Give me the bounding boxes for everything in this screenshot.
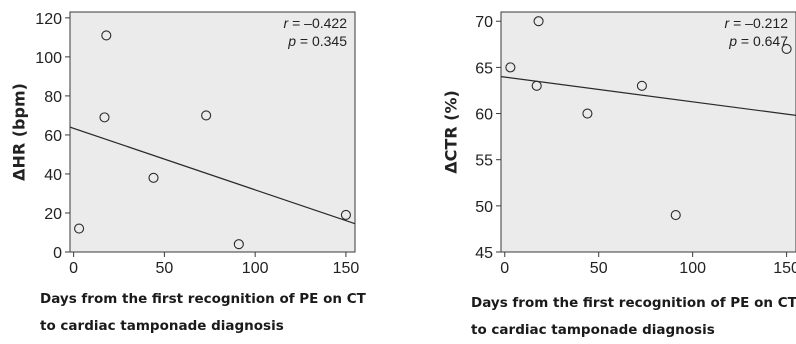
r-value: = –0.422	[288, 15, 347, 31]
scatter-chart-left: 0 20 40 60 80 100 120 0 50 100 150 ΔHR (bpm) r = –0.…	[10, 11, 360, 277]
p-annotation: p = 0.345	[287, 33, 347, 49]
y-tick-label: 70	[475, 14, 493, 31]
x-tick-label: 0	[69, 260, 78, 277]
y-tick-label: 120	[35, 11, 62, 28]
caption-line-1: Days from the first recognition of PE on…	[471, 290, 796, 317]
p-symbol: p	[287, 33, 296, 49]
p-value: = 0.647	[737, 33, 788, 49]
scatter-chart-right: 45 50 55 60 65 70 0 50 100 150 ΔCTR (%) r = –0.212 p…	[442, 12, 796, 277]
y-tick-label: 80	[44, 89, 62, 106]
correlation-annotation: r = –0.212	[725, 15, 789, 31]
y-tick-label: 60	[44, 128, 62, 145]
y-tick-label: 60	[475, 107, 493, 124]
x-tick-label: 50	[590, 260, 608, 277]
x-tick-label: 100	[679, 260, 706, 277]
y-tick-label: 20	[44, 206, 62, 223]
r-value: = –0.212	[729, 15, 788, 31]
x-tick-label: 50	[155, 260, 173, 277]
y-tick-label: 45	[475, 245, 493, 262]
x-axis-caption-left: Days from the first recognition of PE on…	[40, 286, 366, 340]
y-tick-label: 0	[53, 245, 62, 262]
x-tick-label: 100	[242, 260, 269, 277]
p-value: = 0.345	[296, 33, 347, 49]
p-annotation: p = 0.647	[728, 33, 788, 49]
y-tick-label: 55	[475, 153, 493, 170]
y-tick-label: 100	[35, 50, 62, 67]
y-axis-label: ΔHR (bpm)	[10, 83, 29, 181]
y-axis-label: ΔCTR (%)	[442, 90, 461, 174]
x-axis-caption-right: Days from the first recognition of PE on…	[471, 290, 796, 344]
y-tick-label: 50	[475, 199, 493, 216]
caption-line-1: Days from the first recognition of PE on…	[40, 286, 366, 313]
x-tick-label: 150	[773, 260, 796, 277]
x-tick-label: 0	[500, 260, 509, 277]
caption-line-2: to cardiac tamponade diagnosis	[40, 313, 366, 340]
y-tick-label: 40	[44, 167, 62, 184]
x-tick-label: 150	[333, 260, 360, 277]
y-tick-label: 65	[475, 60, 493, 77]
p-symbol: p	[728, 33, 737, 49]
correlation-annotation: r = –0.422	[284, 15, 348, 31]
